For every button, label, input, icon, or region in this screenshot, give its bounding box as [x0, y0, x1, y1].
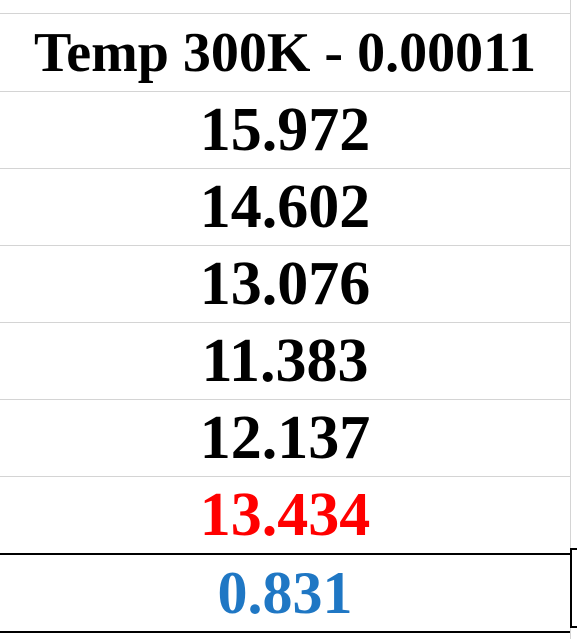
adjacent-result-cell-edge[interactable]	[570, 548, 577, 628]
data-cell-2[interactable]: 14.602	[0, 169, 570, 246]
cell-value: 12.137	[199, 404, 371, 472]
data-cell-1[interactable]: 15.972	[0, 92, 570, 169]
data-cell-6-highlighted[interactable]: 13.434	[0, 477, 570, 554]
header-cell[interactable]: Temp 300K - 0.00011	[0, 14, 570, 92]
cell-value: 13.076	[199, 250, 371, 318]
data-cell-3[interactable]: 13.076	[0, 246, 570, 323]
cell-value: 15.972	[199, 96, 371, 164]
highlighted-cell-value: 13.434	[199, 481, 371, 549]
spreadsheet-column: Temp 300K - 0.00011 15.972 14.602 13.076…	[0, 0, 570, 633]
column-header-text: Temp 300K - 0.00011	[34, 21, 536, 84]
adjacent-column-edge[interactable]	[570, 0, 577, 639]
cell-above-header[interactable]	[0, 0, 570, 14]
result-cell[interactable]: 0.831	[0, 553, 570, 633]
cell-value: 14.602	[199, 173, 371, 241]
data-cell-4[interactable]: 11.383	[0, 323, 570, 400]
result-value: 0.831	[217, 560, 353, 626]
cell-value: 11.383	[201, 327, 369, 395]
data-cell-5[interactable]: 12.137	[0, 400, 570, 477]
